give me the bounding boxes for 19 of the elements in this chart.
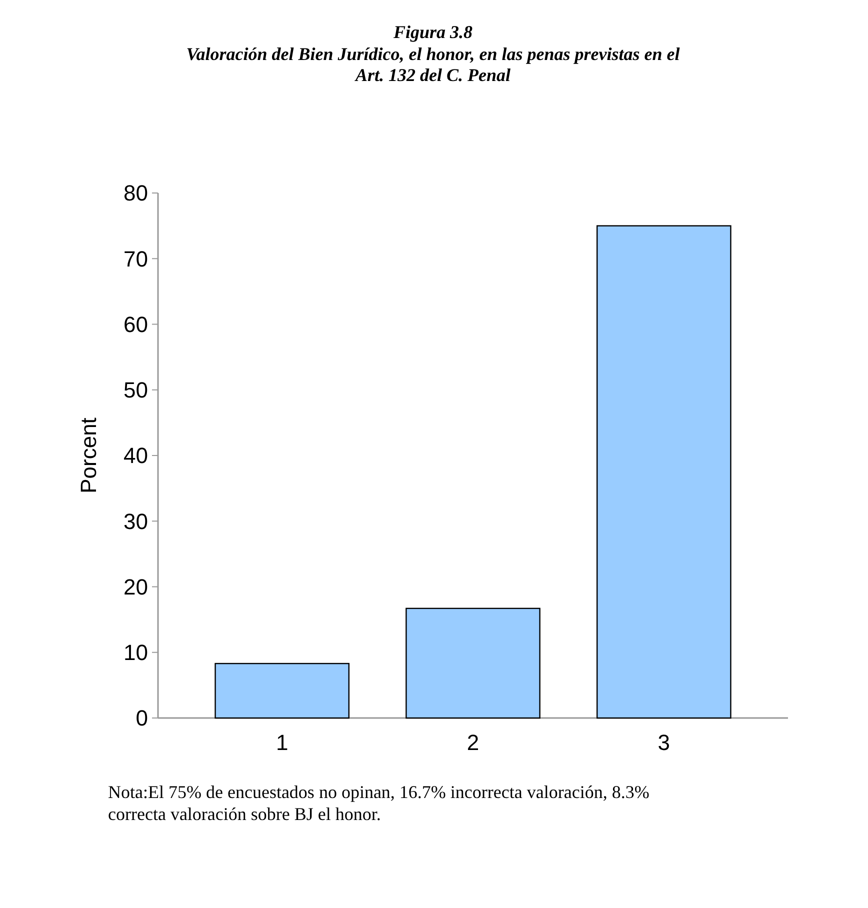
- y-tick-label: 20: [124, 574, 148, 600]
- y-tick-label: 0: [136, 706, 148, 731]
- y-tick-label: 30: [124, 508, 148, 534]
- y-tick-label: 10: [124, 640, 148, 666]
- y-tick-label: 70: [124, 246, 148, 272]
- x-tick-label: 2: [466, 730, 480, 755]
- chart-subtitle: Valoración del Bien Jurídico, el honor, en las penas previstas en el Art. 132 del C. Penal: [186, 44, 680, 85]
- x-tick-label: 1: [276, 730, 288, 755]
- y-tick-label: 80: [124, 180, 148, 206]
- x-tick-label: 3: [658, 730, 670, 755]
- bar: [596, 225, 732, 719]
- text: Nota:El 75% de encuestados no opinan, 16.7% incorrecta valoración, 8.3% correcta valoración sobre BJ el honor.: [108, 782, 650, 824]
- y-tick-label: 60: [124, 312, 148, 337]
- bar: [406, 608, 540, 719]
- y-tick-label: 40: [124, 443, 148, 468]
- bar: [214, 662, 350, 719]
- chart-title: Figura 3.8: [392, 22, 473, 42]
- y-axis-title: Porcent: [76, 418, 101, 494]
- y-tick-label: 50: [124, 378, 148, 403]
